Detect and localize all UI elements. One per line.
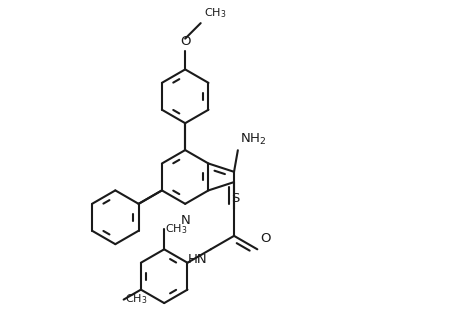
Text: O: O [260, 232, 271, 245]
Text: S: S [231, 192, 239, 205]
Text: O: O [180, 35, 191, 47]
Text: N: N [180, 214, 190, 227]
Text: CH$_3$: CH$_3$ [125, 293, 147, 306]
Text: HN: HN [188, 253, 208, 266]
Text: NH$_2$: NH$_2$ [240, 132, 266, 147]
Text: CH$_3$: CH$_3$ [204, 6, 226, 20]
Text: CH$_3$: CH$_3$ [165, 222, 188, 236]
